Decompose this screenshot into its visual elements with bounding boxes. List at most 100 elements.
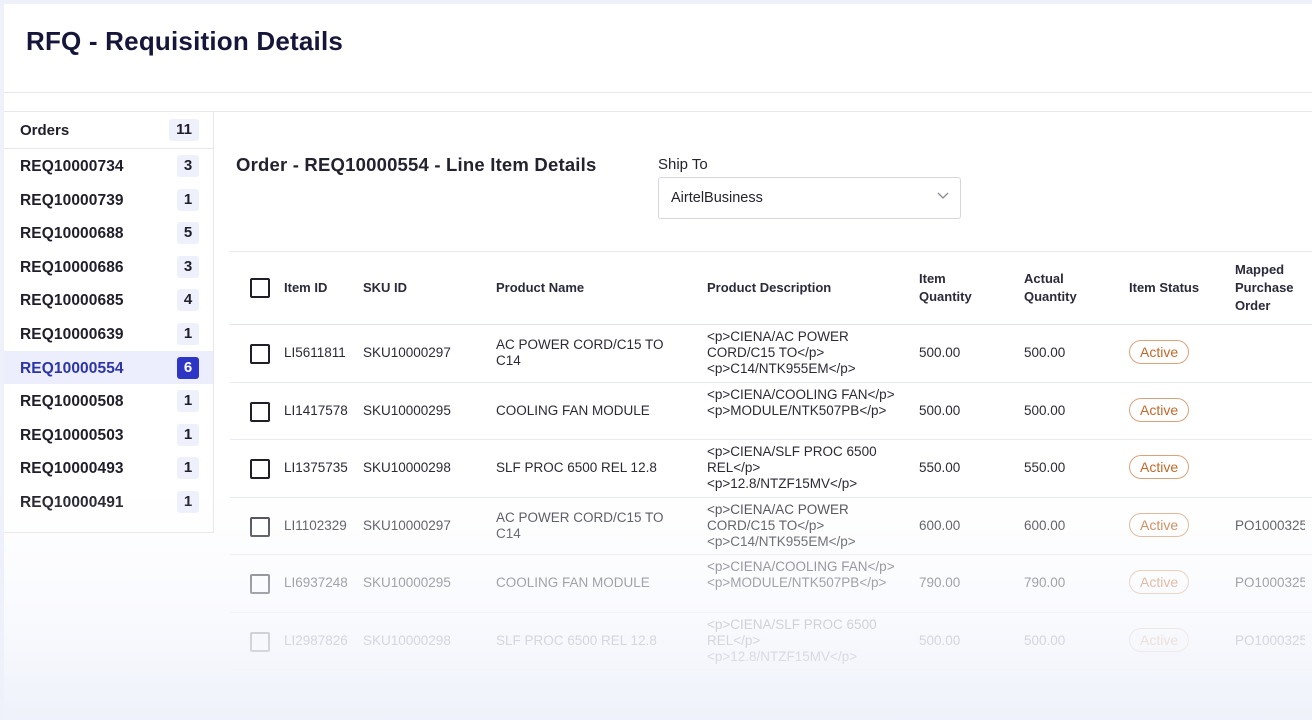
item-id-cell: LI6937248	[284, 575, 348, 590]
orders-count-badge: 11	[169, 119, 199, 141]
sidebar-item-req10000493[interactable]: REQ10000493 1	[4, 451, 213, 485]
sidebar-item-label: REQ10000685	[20, 292, 124, 310]
row-checkbox[interactable]	[250, 631, 270, 652]
status-badge: Active	[1129, 397, 1190, 422]
col-mapped-po: Mapped Purchase Order	[1235, 262, 1294, 313]
table-body: LI5611811 SKU10000297 AC POWER CORD/C15 TO…	[230, 325, 1312, 670]
actual-quantity-cell: 500.00	[1024, 632, 1066, 648]
sidebar-item-count-badge: 6	[177, 356, 199, 379]
item-quantity-cell: 500.00	[919, 402, 961, 418]
sidebar-item-label: REQ10000686	[20, 258, 124, 276]
table-row: LI1417578 SKU10000295 COOLING FAN MODULE <p…	[230, 383, 1312, 440]
line-item-title: Order - REQ10000554 - Line Item Details	[236, 154, 597, 175]
sidebar-item-count-badge: 5	[177, 222, 199, 245]
mapped-po-cell: PO1000325	[1235, 632, 1305, 648]
col-product-name: Product Name	[496, 280, 585, 295]
table-row: LI1102329 SKU10000297 AC POWER CORD/C15 TO…	[230, 498, 1312, 555]
ship-to-select[interactable]: AirtelBusiness	[658, 177, 961, 219]
item-quantity-cell: 500.00	[919, 345, 961, 360]
sku-id-cell: SKU10000298	[363, 632, 451, 648]
col-sku-id: SKU ID	[363, 280, 408, 295]
orders-header: Orders 11	[4, 112, 213, 149]
ship-to-label: Ship To	[658, 156, 708, 173]
product-name-cell: COOLING FAN MODULE	[496, 575, 650, 590]
product-description-cell: <p>CIENA/COOLING FAN</p> <p>MODULE/NTK50…	[707, 386, 895, 418]
sidebar-item-req10000686[interactable]: REQ10000686 3	[4, 250, 213, 284]
table-row: LI6937248 SKU10000295 COOLING FAN MODULE <p…	[230, 555, 1312, 613]
sidebar-item-label: REQ10000639	[20, 325, 124, 343]
orders-sidebar: Orders 11 REQ10000734 3 REQ10000739 1 REQ100…	[4, 111, 214, 533]
sidebar-item-req10000688[interactable]: REQ10000688 5	[4, 216, 213, 250]
row-checkbox[interactable]	[250, 574, 270, 594]
col-item-status: Item Status	[1129, 280, 1200, 295]
sidebar-item-req10000508[interactable]: REQ10000508 1	[4, 384, 213, 418]
product-description-cell: <p>CIENA/SLF PROC 6500 REL</p> <p>12.8/N…	[707, 444, 877, 491]
sidebar-item-req10000554[interactable]: REQ10000554 6	[4, 350, 213, 385]
sidebar-item-count-badge: 1	[177, 423, 199, 446]
actual-quantity-cell: 790.00	[1024, 575, 1066, 590]
status-badge: Active	[1129, 570, 1190, 594]
page-title: RFQ - Requisition Details	[26, 26, 344, 56]
sidebar-item-label: REQ10000554	[20, 359, 124, 377]
sidebar-item-req10000685[interactable]: REQ10000685 4	[4, 283, 213, 317]
col-actual-quantity: Actual Quantity	[1024, 271, 1077, 304]
line-item-panel: Order - REQ10000554 - Line Item Details …	[214, 111, 1312, 720]
product-description-cell: <p>CIENA/SLF PROC 6500 REL</p> <p>12.8/N…	[707, 616, 877, 664]
orders-header-label: Orders	[20, 122, 70, 139]
row-checkbox[interactable]	[250, 516, 270, 537]
table-row: LI2987826 SKU10000298 SLF PROC 6500 REL 12…	[230, 613, 1312, 670]
sku-id-cell: SKU10000297	[363, 517, 451, 533]
table-row: LI1375735 SKU10000298 SLF PROC 6500 REL 12…	[230, 440, 1312, 498]
actual-quantity-cell: 500.00	[1024, 402, 1066, 418]
sidebar-item-count-badge: 3	[177, 255, 199, 278]
sidebar-item-count-badge: 3	[177, 155, 199, 177]
table-row: LI5611811 SKU10000297 AC POWER CORD/C15 TO…	[230, 325, 1312, 383]
actual-quantity-cell: 500.00	[1024, 345, 1066, 360]
sidebar-item-label: REQ10000739	[20, 191, 124, 209]
table-header: Item ID SKU ID Product Name Product Desc…	[230, 252, 1312, 325]
item-id-cell: LI5611811	[284, 345, 346, 360]
sidebar-item-req10000639[interactable]: REQ10000639 1	[4, 317, 213, 351]
sidebar-item-req10000491[interactable]: REQ10000491 1	[4, 485, 213, 519]
select-all-checkbox[interactable]	[250, 278, 270, 298]
mapped-po-cell: PO1000325	[1235, 575, 1305, 590]
sidebar-item-label: REQ10000491	[20, 493, 124, 511]
product-description-cell: <p>CIENA/AC POWER CORD/C15 TO</p> <p>C14…	[707, 329, 856, 376]
item-quantity-cell: 550.00	[919, 460, 961, 475]
product-name-cell: SLF PROC 6500 REL 12.8	[496, 632, 657, 648]
col-product-description: Product Description	[707, 280, 832, 295]
chevron-down-icon	[937, 192, 949, 199]
sku-id-cell: SKU10000295	[363, 402, 451, 418]
sidebar-item-label: REQ10000493	[20, 460, 124, 478]
mapped-po-cell: PO1000325	[1235, 517, 1305, 533]
item-id-cell: LI1417578	[284, 402, 348, 418]
sidebar-item-label: REQ10000688	[20, 225, 124, 243]
product-name-cell: COOLING FAN MODULE	[496, 402, 650, 418]
status-badge: Active	[1129, 627, 1190, 652]
sidebar-item-req10000734[interactable]: REQ10000734 3	[4, 149, 213, 183]
status-badge: Active	[1129, 512, 1190, 537]
item-quantity-cell: 600.00	[919, 517, 961, 533]
item-id-cell: LI2987826	[284, 632, 348, 648]
sidebar-item-count-badge: 1	[177, 188, 199, 211]
actual-quantity-cell: 550.00	[1024, 460, 1066, 475]
actual-quantity-cell: 600.00	[1024, 517, 1066, 533]
row-checkbox[interactable]	[250, 401, 270, 422]
item-id-cell: LI1102329	[284, 517, 347, 533]
sku-id-cell: SKU10000297	[363, 345, 451, 360]
product-description-cell: <p>CIENA/COOLING FAN</p> <p>MODULE/NTK50…	[707, 559, 895, 590]
ship-to-value: AirtelBusiness	[671, 190, 763, 206]
sidebar-item-req10000739[interactable]: REQ10000739 1	[4, 183, 213, 217]
sidebar-item-req10000503[interactable]: REQ10000503 1	[4, 418, 213, 452]
row-checkbox[interactable]	[250, 344, 270, 364]
page-header: RFQ - Requisition Details	[4, 4, 1312, 93]
row-checkbox[interactable]	[250, 459, 270, 479]
sku-id-cell: SKU10000295	[363, 575, 451, 590]
sidebar-item-count-badge: 4	[177, 289, 199, 312]
line-items-table: Item ID SKU ID Product Name Product Desc…	[230, 251, 1312, 670]
item-id-cell: LI1375735	[284, 460, 348, 475]
item-quantity-cell: 790.00	[919, 575, 961, 590]
sku-id-cell: SKU10000298	[363, 460, 451, 475]
sidebar-item-count-badge: 1	[177, 490, 199, 513]
sidebar-item-label: REQ10000508	[20, 393, 124, 411]
